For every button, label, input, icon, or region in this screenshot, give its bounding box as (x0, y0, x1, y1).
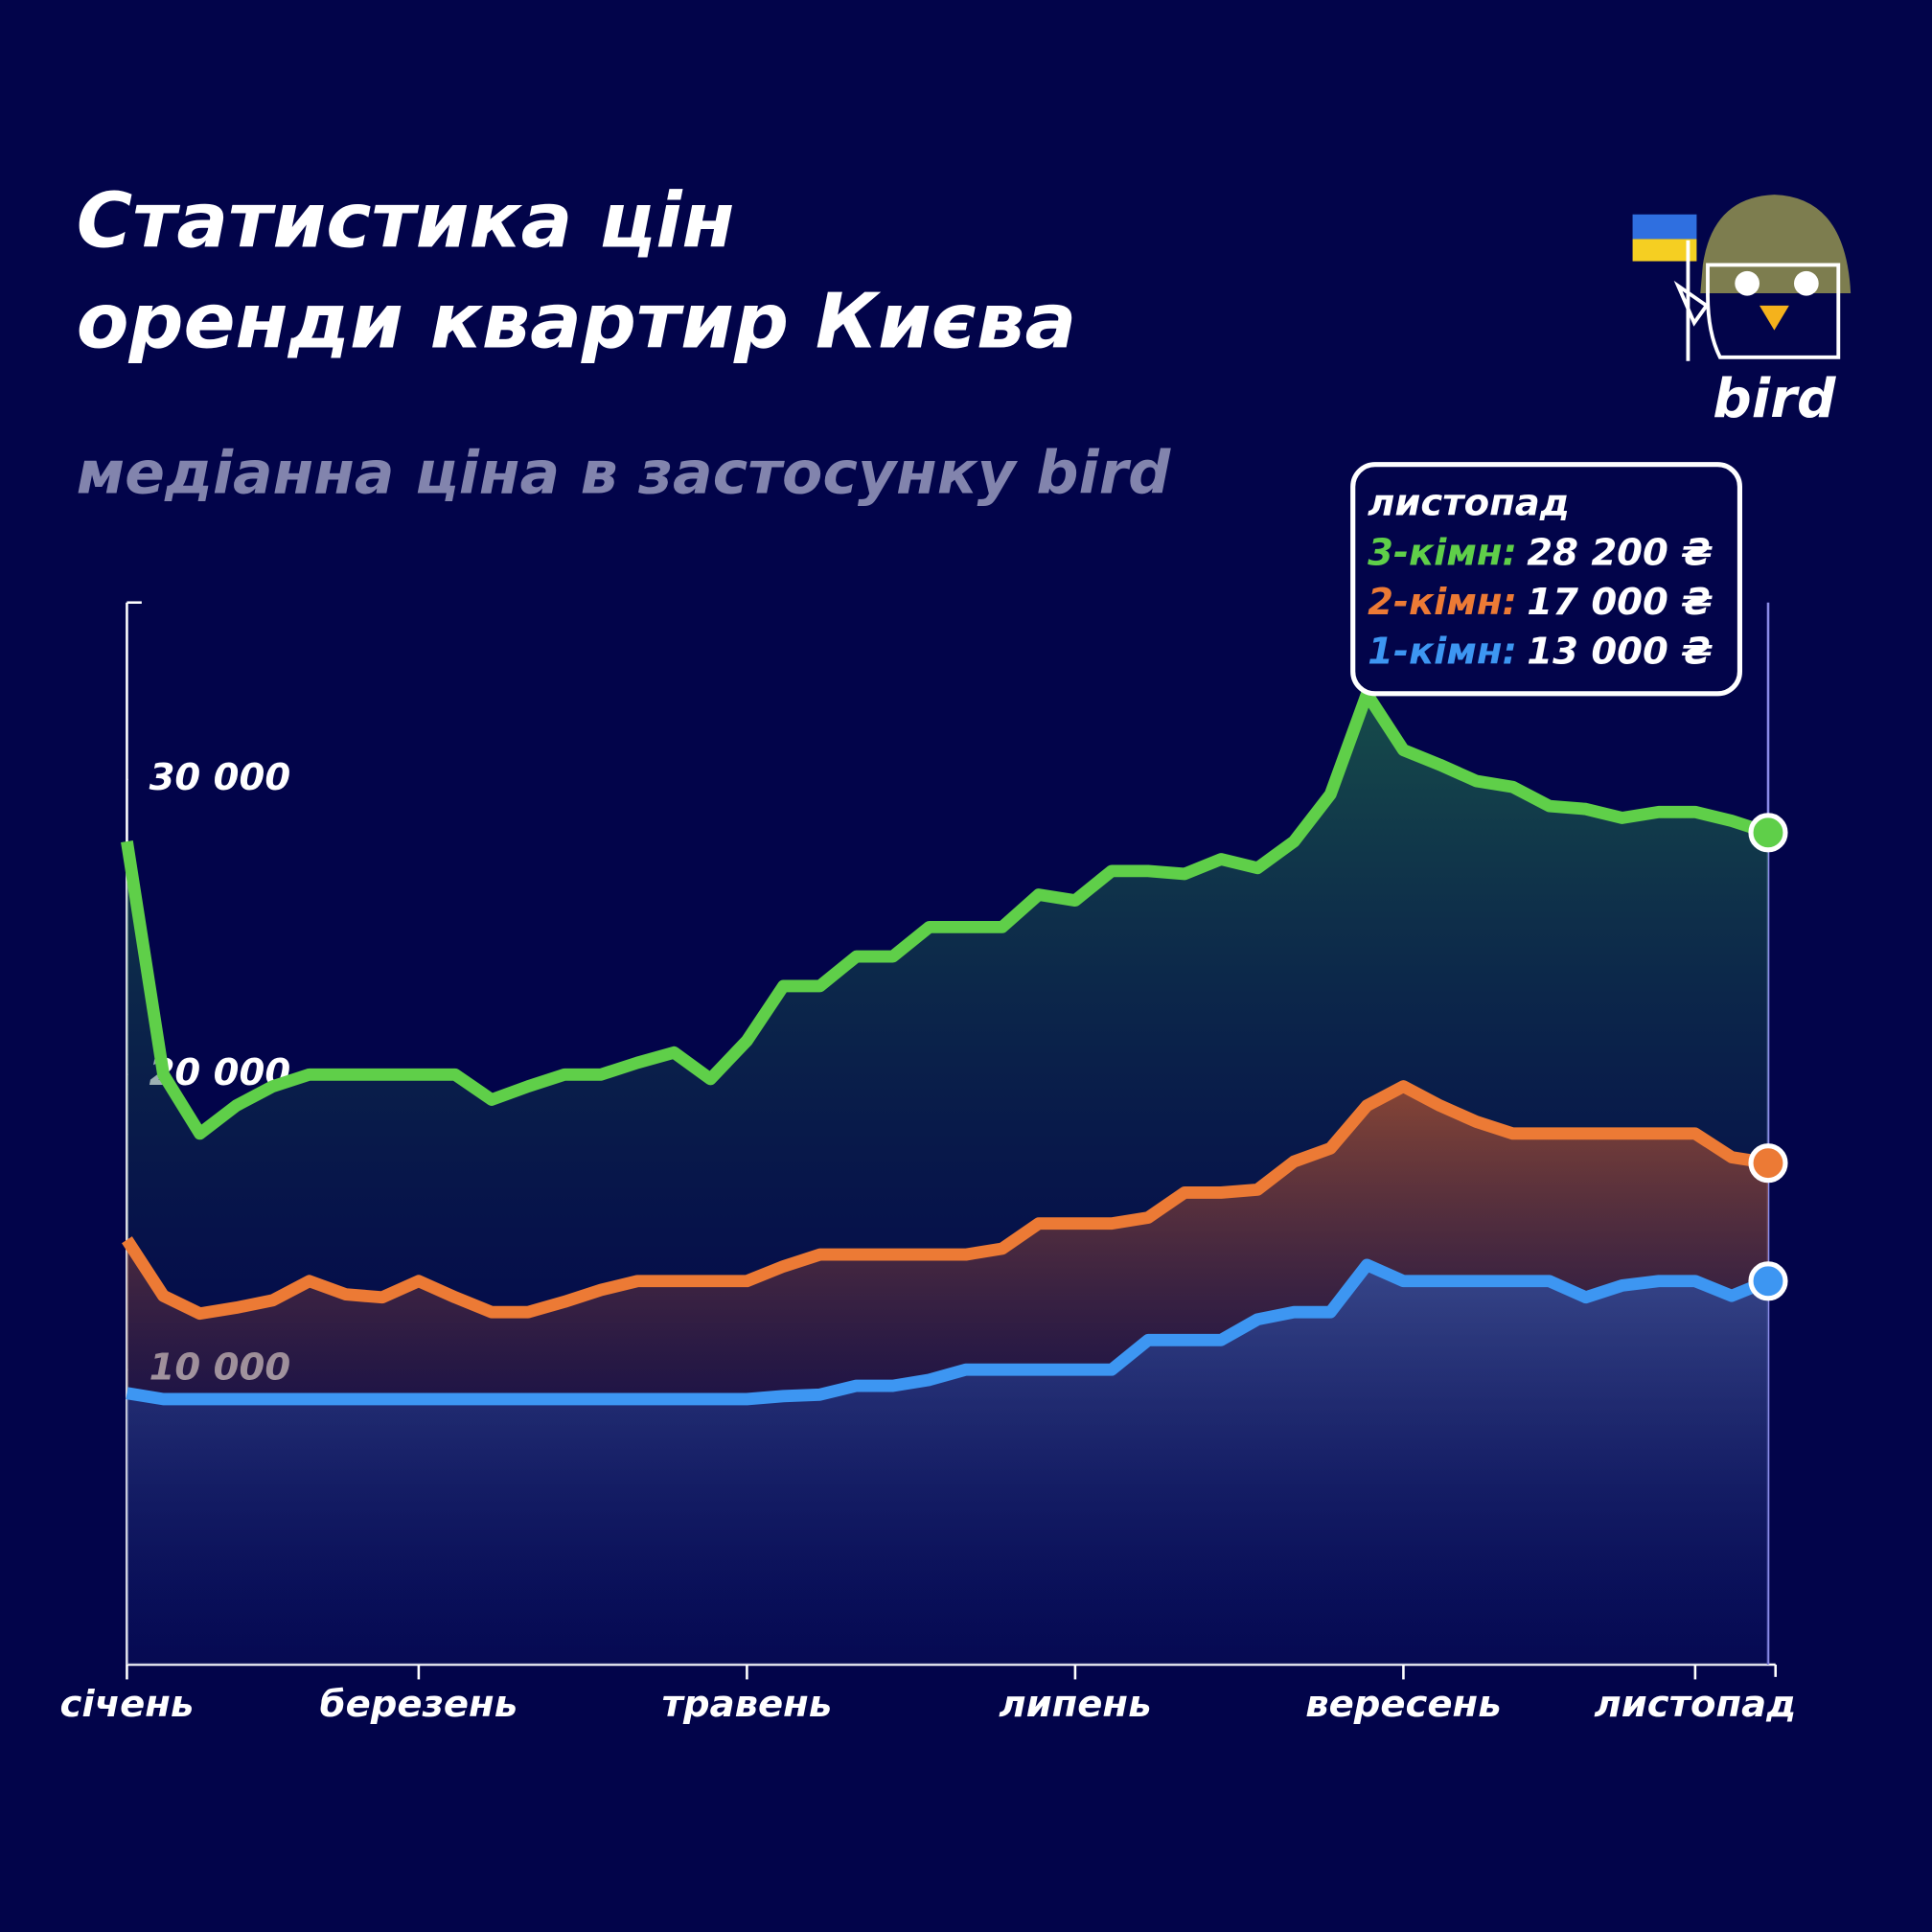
tooltip-series-name: 2-кімн: (1368, 581, 1517, 624)
tooltip-value: 28 200 ₴ (1527, 531, 1713, 574)
y-tick-label: 30 000 (150, 756, 291, 799)
tooltip-item: 3-кімн: 28 200 ₴ (1368, 531, 1713, 574)
line (121, 687, 1770, 1140)
x-tick-label: листопад (1594, 1683, 1796, 1726)
title-line: оренди квартир Києва (77, 277, 1077, 366)
tooltip-item: 2-кімн: 17 000 ₴ (1368, 581, 1713, 624)
line (122, 1080, 1770, 1321)
tooltip-value: 13 000 ₴ (1527, 630, 1713, 673)
x-tick-label: травень (662, 1683, 833, 1726)
x-tick-label: січень (60, 1683, 195, 1726)
tooltip-series-name: 1-кімн: (1368, 630, 1517, 673)
tooltip-value: 17 000 ₴ (1527, 581, 1713, 624)
x-tick-label: липень (999, 1683, 1151, 1726)
logo-icon (1632, 195, 1852, 361)
tooltip-series-name: 3-кімн: (1368, 531, 1517, 574)
title-line: Статистика цін (77, 175, 735, 264)
end-point (1748, 1143, 1788, 1184)
area (126, 1264, 1768, 1665)
line (126, 1258, 1771, 1406)
end-point (1748, 1261, 1788, 1301)
x-tick-label: березень (320, 1683, 518, 1726)
tooltip-item: 1-кімн: 13 000 ₴ (1368, 630, 1713, 673)
tooltip-title: листопад (1368, 482, 1570, 525)
end-point (1748, 813, 1788, 853)
x-tick-label: вересень (1305, 1683, 1501, 1726)
tooltip-box (1350, 462, 1742, 697)
logo-text: bird (1713, 367, 1836, 430)
subtitle: медіанна ціна в застосунку bird (77, 439, 1171, 508)
